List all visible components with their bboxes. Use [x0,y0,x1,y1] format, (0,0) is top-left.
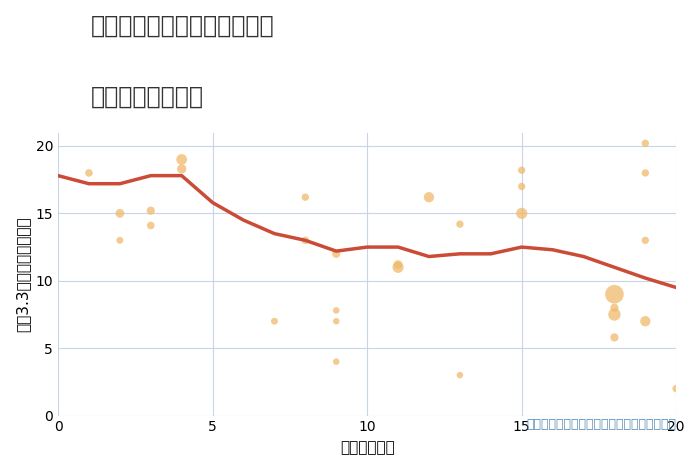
Point [454,220,466,228]
Text: 円の大きさは、取引のあった物件面積を示す: 円の大きさは、取引のあった物件面積を示す [526,418,676,431]
Point [516,166,527,174]
Point [330,250,342,258]
X-axis label: 駅距離（分）: 駅距離（分） [340,440,395,455]
Point [83,169,94,177]
Point [640,236,651,244]
Y-axis label: 坪（3.3㎡）単価（万円）: 坪（3.3㎡）単価（万円） [15,216,30,332]
Point [145,222,156,229]
Point [300,194,311,201]
Point [640,169,651,177]
Point [330,307,342,314]
Point [269,317,280,325]
Point [609,290,620,298]
Point [424,194,435,201]
Point [640,140,651,147]
Point [454,371,466,379]
Point [516,210,527,217]
Text: 岐阜県羽島郡笠松町清住町の: 岐阜県羽島郡笠松町清住町の [91,14,274,38]
Text: 駅距離別土地価格: 駅距離別土地価格 [91,85,204,109]
Point [176,156,188,163]
Point [300,236,311,244]
Point [330,317,342,325]
Point [640,317,651,325]
Point [114,236,125,244]
Point [330,358,342,365]
Point [393,261,404,268]
Point [393,264,404,271]
Point [114,210,125,217]
Point [609,311,620,318]
Point [671,385,682,392]
Point [609,304,620,312]
Point [145,207,156,214]
Point [609,334,620,341]
Point [176,165,188,172]
Point [516,183,527,190]
